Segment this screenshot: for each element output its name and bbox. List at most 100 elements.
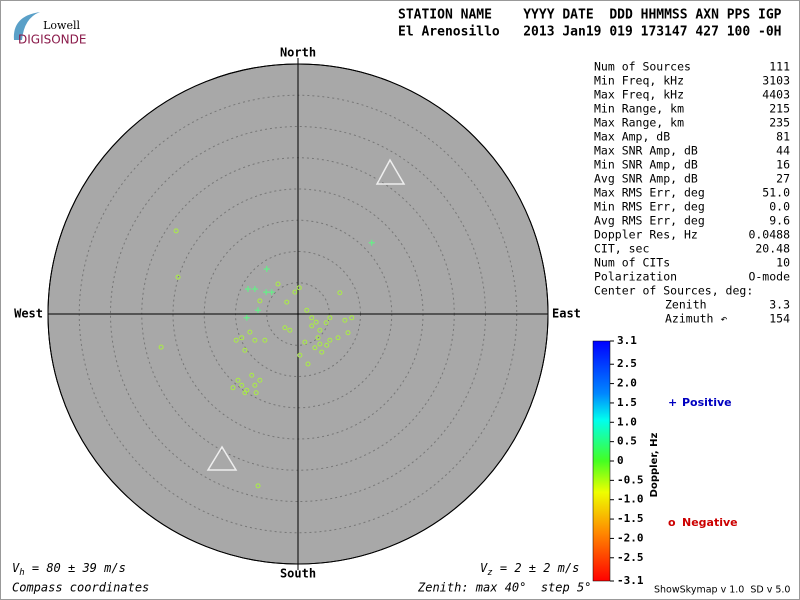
colorbar-tick-label: -2.0 bbox=[617, 531, 644, 544]
source-point bbox=[230, 385, 236, 391]
logo-swoosh bbox=[13, 12, 40, 40]
source-point bbox=[262, 337, 268, 343]
stat-value: 16 bbox=[776, 158, 790, 172]
source-point bbox=[173, 228, 179, 234]
stat-value: 10 bbox=[776, 256, 790, 270]
stat-value: 81 bbox=[776, 130, 790, 144]
stat-value: 4403 bbox=[762, 88, 790, 102]
stat-label: Min Freq, kHz bbox=[594, 74, 684, 88]
source-point bbox=[368, 239, 375, 246]
source-point bbox=[327, 315, 333, 321]
source-point bbox=[327, 337, 333, 343]
plot-area bbox=[47, 58, 549, 570]
stat-label: Max RMS Err, deg bbox=[594, 186, 705, 200]
colorbar bbox=[592, 340, 611, 582]
source-point bbox=[257, 298, 263, 304]
stats-table: Num of Sources 111 Min Freq, kHz 3103 Max Fr… bbox=[594, 60, 790, 326]
direction-label: North bbox=[280, 46, 316, 60]
source-point bbox=[313, 319, 319, 325]
source-point bbox=[242, 390, 248, 396]
source-point bbox=[315, 335, 321, 341]
stat-label: Num of CITs bbox=[594, 256, 670, 270]
source-point bbox=[245, 286, 251, 292]
vh-label: Vh = 80 ± 39 m/s bbox=[12, 561, 126, 578]
source-point bbox=[305, 361, 311, 367]
colorbar-tick-label: -0.5 bbox=[617, 473, 644, 486]
source-point bbox=[296, 285, 302, 291]
colorbar-tick-label: 1.0 bbox=[617, 415, 637, 428]
source-point bbox=[342, 317, 348, 323]
footer-left: Compass coordinates bbox=[12, 581, 149, 595]
stat-label: Max Freq, kHz bbox=[594, 88, 684, 102]
legend-symbol: o bbox=[668, 516, 676, 529]
source-point bbox=[233, 337, 239, 343]
source-point bbox=[309, 323, 315, 329]
footer-zenith: Zenith: max 40° step 5° bbox=[417, 581, 591, 595]
colorbar-tick-label: 2.5 bbox=[617, 357, 637, 370]
stat-label: Polarization bbox=[594, 270, 677, 284]
stat-value: 20.48 bbox=[755, 242, 790, 256]
stat-value: 44 bbox=[776, 144, 790, 158]
stat-value: O-mode bbox=[748, 270, 790, 284]
stat-label: Min Range, km bbox=[594, 102, 684, 116]
source-point bbox=[263, 289, 270, 296]
stat-label: Azimuth ↶ bbox=[665, 312, 727, 326]
colorbar-tick-label: 3.1 bbox=[617, 334, 637, 347]
colorbar-tick-label: -1.5 bbox=[617, 512, 644, 525]
source-point bbox=[242, 347, 248, 353]
source-point bbox=[239, 382, 245, 388]
stat-value: 9.6 bbox=[769, 214, 790, 228]
legend-label: Positive bbox=[682, 396, 732, 409]
source-point bbox=[323, 320, 329, 326]
logo-top: Lowell bbox=[43, 19, 80, 32]
stat-value: 51.0 bbox=[762, 186, 790, 200]
source-point bbox=[297, 352, 303, 358]
source-point bbox=[255, 307, 261, 314]
logo-bottom: DIGISONDE bbox=[18, 33, 86, 47]
direction-label: East bbox=[552, 307, 581, 321]
source-point bbox=[257, 377, 263, 383]
source-point bbox=[252, 337, 258, 343]
marker-triangle bbox=[206, 445, 238, 471]
stat-label: CIT, sec bbox=[594, 242, 649, 256]
stat-value: 3103 bbox=[762, 74, 790, 88]
stat-label: Num of Sources bbox=[594, 60, 691, 74]
source-point bbox=[304, 307, 310, 313]
stat-value: 3.3 bbox=[769, 298, 790, 312]
marker-triangle bbox=[375, 158, 406, 185]
stat-label: Max Range, km bbox=[594, 116, 684, 130]
source-point bbox=[158, 344, 164, 350]
source-point bbox=[337, 290, 343, 296]
stat-label: Min SNR Amp, dB bbox=[594, 158, 698, 172]
stat-label: Min RMS Err, deg bbox=[594, 200, 705, 214]
stat-value: 0.0488 bbox=[748, 228, 790, 242]
source-point bbox=[345, 330, 351, 336]
stat-value: 27 bbox=[776, 172, 790, 186]
stat-label: Avg SNR Amp, dB bbox=[594, 172, 698, 186]
colorbar-tick-label: -1.0 bbox=[617, 493, 644, 506]
direction-label: South bbox=[280, 567, 316, 581]
stat-value: 235 bbox=[769, 116, 790, 130]
colorbar-tick-label: 1.5 bbox=[617, 396, 637, 409]
source-point bbox=[252, 382, 258, 388]
source-point bbox=[302, 339, 308, 345]
legend-symbol: + bbox=[668, 396, 677, 409]
footer-version: ShowSkymap v 1.0 SD v 5.0 bbox=[654, 585, 790, 596]
source-point bbox=[282, 325, 288, 331]
source-point bbox=[239, 335, 245, 341]
colorbar-tick-label: -3.1 bbox=[617, 574, 644, 587]
source-point bbox=[268, 289, 275, 296]
header-line: STATION NAME YYYY DATE DDD HHMMSS AXN PP… bbox=[398, 8, 782, 23]
source-point bbox=[287, 327, 293, 333]
stat-label: Max SNR Amp, dB bbox=[594, 144, 698, 158]
source-point bbox=[235, 377, 241, 383]
source-point bbox=[319, 349, 325, 355]
direction-label: West bbox=[14, 307, 43, 321]
stat-label: Doppler Res, Hz bbox=[594, 228, 698, 242]
source-point bbox=[255, 483, 261, 489]
stat-label: Center of Sources, deg: bbox=[594, 284, 753, 298]
stat-value: 215 bbox=[769, 102, 790, 116]
source-point bbox=[251, 286, 258, 292]
source-point bbox=[312, 345, 318, 351]
